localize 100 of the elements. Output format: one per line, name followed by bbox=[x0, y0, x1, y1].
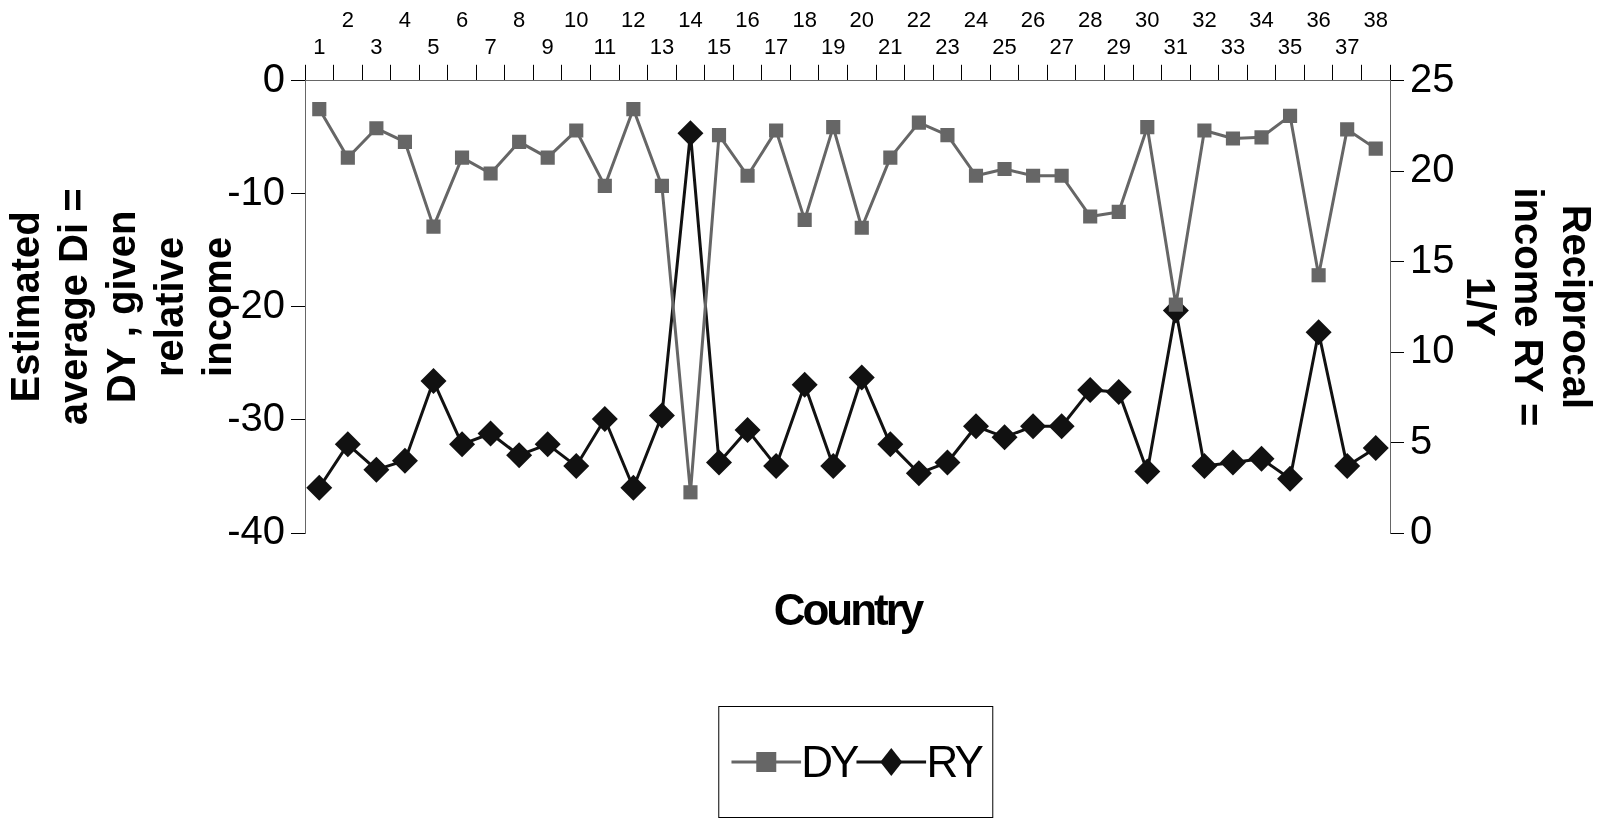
point bbox=[991, 424, 1018, 451]
x-tick-label: 6 bbox=[455, 7, 469, 33]
point bbox=[654, 178, 669, 194]
x-tick-label: 3 bbox=[370, 33, 383, 59]
x-tick-label: 18 bbox=[792, 7, 817, 33]
point bbox=[940, 127, 955, 143]
point bbox=[769, 123, 784, 138]
point bbox=[648, 402, 675, 429]
x-tick-label: 9 bbox=[541, 33, 554, 59]
point bbox=[911, 115, 926, 130]
x-tick-label: 30 bbox=[1135, 7, 1160, 33]
point bbox=[1054, 168, 1069, 183]
point bbox=[740, 168, 755, 183]
x-axis-title: Country bbox=[772, 585, 924, 635]
x-tick-label: 38 bbox=[1363, 7, 1388, 33]
y2-axis-title: Reciprocal income RY = 1/Y bbox=[1458, 187, 1599, 427]
point bbox=[483, 166, 498, 181]
x-tick-label: 17 bbox=[763, 33, 789, 59]
point bbox=[1225, 131, 1241, 146]
point bbox=[597, 178, 612, 194]
x-tick-label: 10 bbox=[564, 7, 589, 33]
point bbox=[1368, 141, 1383, 156]
x-tick-label: 36 bbox=[1306, 7, 1331, 33]
legend-label: RY bbox=[926, 737, 981, 787]
point bbox=[820, 453, 847, 480]
x-tick-label: 22 bbox=[906, 7, 932, 33]
point bbox=[677, 120, 704, 147]
point bbox=[620, 474, 647, 501]
point bbox=[1334, 453, 1361, 480]
point bbox=[711, 127, 727, 143]
x-tick-label: 4 bbox=[398, 7, 412, 33]
x-tick-label: 16 bbox=[735, 7, 760, 33]
point bbox=[391, 447, 418, 474]
point bbox=[1191, 453, 1218, 480]
point bbox=[1077, 377, 1104, 404]
y-tick-label: -10 bbox=[227, 168, 285, 213]
x-tick-label: 26 bbox=[1020, 7, 1046, 33]
x-tick-label: 34 bbox=[1249, 7, 1274, 33]
x-tick-label: 33 bbox=[1220, 33, 1246, 59]
point bbox=[1362, 434, 1389, 461]
y2-tick-label: 20 bbox=[1410, 146, 1455, 191]
point bbox=[1140, 120, 1155, 135]
point bbox=[877, 431, 904, 458]
point bbox=[1168, 297, 1183, 312]
point bbox=[968, 168, 984, 183]
point bbox=[306, 474, 333, 501]
point bbox=[763, 453, 790, 480]
point bbox=[854, 220, 869, 235]
point bbox=[934, 449, 961, 476]
point bbox=[683, 485, 698, 500]
y-tick-label: -30 bbox=[227, 394, 285, 439]
y-tick-label: 0 bbox=[262, 55, 285, 100]
x-tick-label: 7 bbox=[484, 33, 497, 59]
y2-tick-label: 0 bbox=[1410, 508, 1433, 553]
point bbox=[363, 456, 390, 483]
y-tick-label: -40 bbox=[227, 508, 285, 553]
legend-label: DY bbox=[801, 737, 857, 787]
point bbox=[1134, 458, 1161, 485]
point bbox=[591, 406, 618, 433]
point bbox=[420, 368, 447, 395]
x-tick-label: 1 bbox=[313, 33, 326, 59]
point bbox=[1026, 168, 1041, 183]
point bbox=[334, 431, 361, 458]
point bbox=[797, 212, 812, 227]
point bbox=[734, 416, 761, 443]
y2-tick-label: 5 bbox=[1410, 417, 1433, 462]
x-tick-label: 2 bbox=[341, 7, 354, 33]
point bbox=[1254, 130, 1269, 145]
point bbox=[1248, 445, 1275, 472]
point bbox=[1277, 465, 1304, 492]
x-tick-label: 13 bbox=[649, 33, 675, 59]
point bbox=[569, 123, 584, 138]
x-tick-label: 35 bbox=[1277, 33, 1303, 59]
point bbox=[1219, 449, 1246, 476]
point bbox=[506, 442, 533, 469]
point bbox=[1020, 413, 1047, 440]
x-tick-label: 11 bbox=[593, 33, 617, 59]
point bbox=[369, 121, 384, 136]
point bbox=[706, 449, 733, 476]
point bbox=[962, 413, 989, 440]
point bbox=[883, 150, 898, 165]
x-tick-label: 14 bbox=[678, 7, 703, 33]
x-tick-label: 29 bbox=[1106, 33, 1131, 59]
x-tick-label: 5 bbox=[427, 33, 440, 59]
x-tick-label: 25 bbox=[992, 33, 1017, 59]
point bbox=[905, 460, 932, 487]
point bbox=[1105, 378, 1132, 405]
x-tick-label: 28 bbox=[1077, 7, 1103, 33]
point bbox=[626, 101, 641, 117]
point bbox=[312, 101, 327, 117]
point bbox=[1048, 413, 1075, 440]
y2-tick-label: 15 bbox=[1410, 236, 1455, 281]
point bbox=[340, 150, 355, 165]
x-tick-label: 27 bbox=[1049, 33, 1074, 59]
point bbox=[1311, 268, 1326, 283]
x-tick-label: 20 bbox=[849, 7, 875, 33]
point bbox=[397, 134, 413, 149]
point bbox=[540, 150, 555, 165]
point bbox=[426, 219, 441, 234]
point bbox=[791, 371, 818, 398]
